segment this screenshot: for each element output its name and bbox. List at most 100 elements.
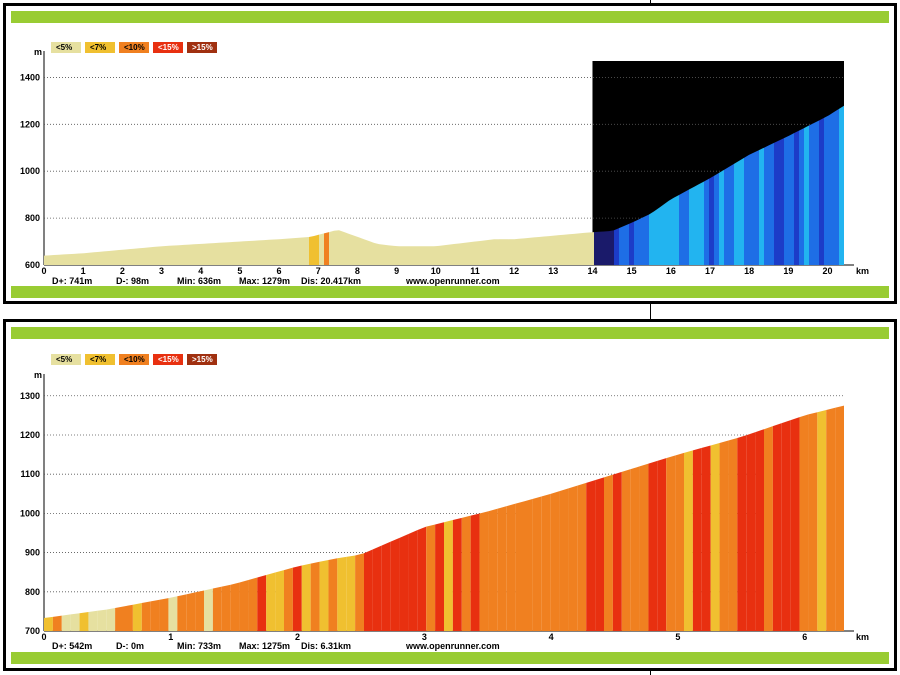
bottom-profile-strip-7 — [106, 608, 116, 631]
top-profile-strip-146 — [774, 140, 779, 265]
top-profile-strip-125 — [669, 197, 674, 265]
bottom-profile-strip-28 — [292, 565, 302, 631]
top-x-tick-18: 18 — [744, 266, 754, 276]
bottom-x-tick-3: 3 — [422, 632, 427, 642]
bottom-profile-strip-33 — [337, 556, 347, 631]
bottom-x-tick-6: 6 — [802, 632, 807, 642]
bottom-profile-strip-41 — [408, 530, 418, 631]
top-profile-strip-56 — [324, 232, 329, 265]
bottom-x-tick-2: 2 — [295, 632, 300, 642]
bottom-profile-strip-37 — [372, 545, 382, 631]
bottom-legend-swatch-0 — [51, 354, 81, 365]
top-profile-strip-55 — [319, 233, 324, 265]
top-profile-strip-51 — [299, 237, 304, 265]
bottom-profile-strip-34 — [346, 555, 356, 631]
top-profile-strip-150 — [794, 130, 799, 265]
bottom-profile-strip-0 — [44, 616, 53, 631]
bottom-legend-swatch-1 — [85, 354, 115, 365]
bottom-x-tick-4: 4 — [549, 632, 554, 642]
top-profile-strip-61 — [349, 233, 354, 265]
top-profile-strip-3 — [59, 254, 64, 265]
top-profile-strip-21 — [149, 246, 154, 265]
top-profile-strip-63 — [359, 237, 364, 265]
elevation-chart-bottom: <5% <7% <10% <15% >15%mkm7008009001000110012… — [20, 354, 869, 651]
top-profile-strip-48 — [284, 238, 289, 265]
bottom-x-tick-1: 1 — [168, 632, 173, 642]
top-profile-strip-96 — [524, 237, 529, 265]
bottom-profile-strip-69 — [657, 458, 667, 631]
top-profile-strip-78 — [434, 245, 439, 265]
bottom-profile-strip-87 — [817, 409, 827, 631]
top-profile-strip-147 — [779, 138, 784, 265]
top-profile-strip-123 — [659, 204, 664, 265]
top-profile-strip-151 — [799, 128, 804, 265]
top-profile-strip-66 — [374, 242, 379, 265]
bottom-profile-strip-8 — [115, 606, 124, 631]
bottom-profile-strip-23 — [248, 577, 258, 631]
top-profile-strip-100 — [544, 236, 549, 265]
bottom-profile-strip-36 — [364, 549, 373, 631]
bottom-profile-strip-20 — [221, 584, 231, 631]
bottom-profile-strip-63 — [604, 474, 613, 631]
top-profile-strip-122 — [654, 207, 659, 265]
bottom-profile-strip-27 — [284, 567, 293, 631]
top-profile-strip-91 — [499, 239, 504, 265]
top-profile-strip-49 — [289, 238, 294, 265]
top-profile-strip-135 — [719, 169, 724, 265]
top-profile-strip-99 — [539, 236, 544, 265]
top-profile-strip-153 — [809, 122, 814, 266]
bottom-profile-strip-53 — [515, 501, 524, 631]
top-profile-strip-75 — [419, 246, 424, 265]
top-x-tick-14: 14 — [587, 266, 597, 276]
top-profile-strip-42 — [254, 240, 259, 265]
top-profile-strip-92 — [504, 239, 509, 265]
bottom-header-bar — [11, 327, 889, 339]
top-profile-strip-46 — [274, 239, 279, 265]
top-profile-strip-14 — [114, 250, 119, 265]
top-profile-strip-107 — [579, 232, 584, 265]
top-x-tick-2: 2 — [120, 266, 125, 276]
bottom-stat-max: Max: 1275m — [239, 641, 290, 651]
top-divider-mark — [650, 0, 651, 3]
top-x-tick-19: 19 — [783, 266, 793, 276]
top-profile-strip-0 — [44, 255, 49, 265]
top-profile-strip-155 — [819, 117, 824, 266]
top-profile-strip-67 — [379, 244, 384, 265]
top-profile-strip-44 — [264, 239, 269, 265]
top-profile-strip-130 — [694, 184, 699, 265]
top-legend-swatch-2 — [119, 42, 149, 53]
bottom-profile-strip-2 — [61, 614, 71, 631]
bottom-profile-strip-30 — [310, 561, 320, 631]
top-profile-strip-121 — [649, 211, 654, 265]
top-profile-strip-144 — [764, 145, 769, 265]
bottom-profile-strip-59 — [568, 485, 578, 631]
top-x-tick-9: 9 — [394, 266, 399, 276]
top-profile-strip-88 — [484, 239, 489, 265]
top-profile-strip-111 — [599, 231, 604, 265]
bottom-legend-swatch-4 — [187, 354, 217, 365]
top-profile-strip-77 — [429, 246, 434, 265]
bottom-profile-strip-25 — [266, 572, 276, 631]
bottom-profile-strip-48 — [470, 513, 480, 631]
middle-divider-mark — [650, 304, 651, 319]
top-legend-label-0: <5% — [56, 43, 72, 52]
bottom-profile-strip-70 — [666, 455, 676, 631]
top-profile-strip-139 — [739, 157, 744, 265]
top-profile-strip-62 — [354, 235, 359, 265]
top-profile-strip-6 — [74, 253, 79, 265]
top-profile-strip-23 — [159, 246, 164, 265]
bottom-profile-strip-76 — [719, 440, 729, 631]
bottom-profile-strip-68 — [648, 460, 658, 631]
top-stat-dminus: D-: 98m — [116, 276, 149, 286]
bottom-profile-strip-51 — [497, 506, 507, 631]
bottom-profile-strip-54 — [524, 498, 533, 631]
top-profile-strip-85 — [469, 241, 474, 265]
bottom-profile-strip-86 — [808, 412, 818, 631]
bottom-x-unit-label: km — [856, 632, 869, 642]
top-profile-strip-93 — [509, 239, 514, 265]
top-profile-strip-113 — [609, 230, 614, 265]
top-x-tick-4: 4 — [198, 266, 203, 276]
bottom-profile-strip-40 — [399, 533, 409, 631]
top-profile-strip-2 — [54, 254, 59, 265]
top-profile-strip-35 — [219, 242, 224, 265]
